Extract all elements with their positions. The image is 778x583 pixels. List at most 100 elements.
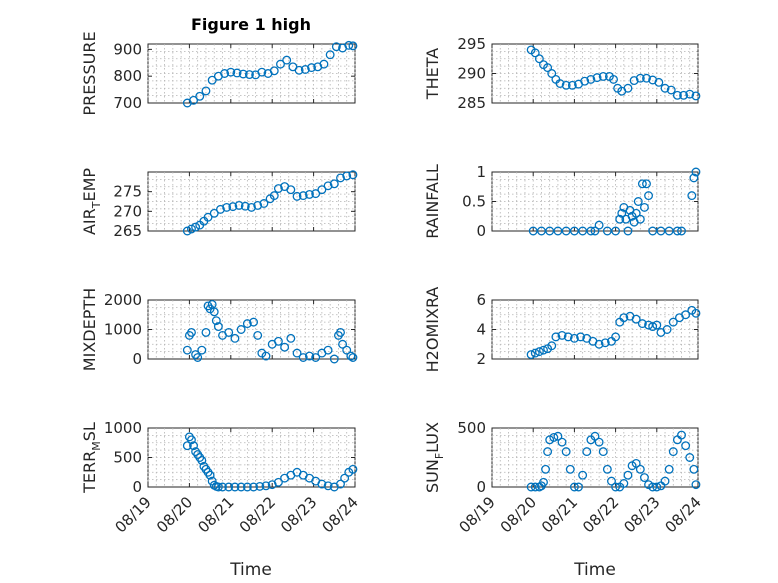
y-tick-label: 4 — [476, 321, 486, 339]
data-point — [298, 191, 308, 201]
y-tick-label: 295 — [457, 35, 486, 53]
data-point — [615, 214, 625, 224]
data-point — [635, 464, 645, 474]
data-point — [228, 202, 238, 212]
data-point — [652, 482, 662, 492]
data-point — [609, 74, 618, 84]
data-point — [232, 68, 242, 78]
data-point — [197, 345, 207, 355]
plot-area — [491, 171, 699, 232]
data-point — [338, 339, 348, 349]
y-tick-label: 1000 — [104, 321, 142, 339]
data-point — [226, 67, 236, 77]
data-point — [672, 90, 682, 100]
data-point — [547, 69, 557, 78]
data-point — [660, 83, 670, 93]
data-point — [201, 86, 211, 96]
y-axis-label-3: AIRTEMP — [80, 168, 103, 235]
data-point — [234, 200, 244, 210]
data-point — [681, 310, 691, 320]
data-point — [687, 191, 697, 201]
data-point — [213, 482, 223, 492]
data-point — [261, 351, 271, 361]
data-point — [253, 200, 263, 210]
data-point — [276, 59, 285, 69]
data-point — [197, 456, 207, 465]
x-axis-label-right: Time — [573, 560, 616, 580]
data-point — [319, 59, 329, 69]
data-point — [329, 354, 339, 364]
data-point — [218, 482, 227, 492]
data-point — [282, 55, 292, 65]
x-tick-label: 08/21 — [194, 493, 237, 536]
data-point — [259, 199, 269, 208]
data-point — [611, 482, 621, 492]
data-point — [534, 54, 544, 64]
data-point — [539, 477, 548, 487]
data-point — [576, 332, 586, 342]
x-tick-label: 08/20 — [153, 493, 196, 536]
y-tick-label: 2 — [476, 350, 486, 368]
x-tick-label: 08/24 — [319, 493, 362, 536]
data-point — [677, 430, 686, 440]
grid — [147, 428, 356, 487]
data-point — [631, 458, 641, 468]
data-point — [623, 83, 633, 93]
data-point — [654, 77, 664, 87]
data-point — [631, 208, 641, 218]
y-tick-label: 285 — [457, 94, 486, 112]
data-point — [594, 437, 604, 447]
data-point — [242, 482, 252, 492]
data-point — [547, 341, 557, 351]
x-tick-label: 08/23 — [277, 493, 320, 536]
data-point — [311, 353, 321, 362]
data-point — [677, 226, 686, 236]
data-point — [602, 464, 612, 474]
data-point — [611, 332, 621, 342]
plot-area — [147, 171, 356, 232]
data-point — [336, 173, 345, 183]
data-point — [598, 447, 608, 457]
plot-area — [147, 427, 356, 488]
data-point — [348, 464, 358, 474]
y-axis-label-1: PRESSURE — [80, 31, 99, 115]
data-point — [611, 226, 621, 236]
data-point — [236, 482, 246, 492]
y-axis-label-7: TERRMSL — [80, 422, 103, 494]
data-point — [526, 350, 536, 360]
y-tick-label: 0 — [476, 478, 486, 496]
data-point — [224, 328, 234, 337]
y-tick-label: 0.5 — [462, 193, 486, 211]
data-point — [236, 325, 246, 334]
data-point — [261, 481, 271, 491]
data-point — [187, 435, 196, 445]
subplot-4: 0 0.5 1 RAINFALL — [423, 163, 701, 240]
data-point — [580, 76, 590, 86]
data-point — [672, 226, 682, 236]
data-point — [691, 91, 701, 101]
data-point — [543, 447, 553, 457]
data-point — [662, 325, 672, 334]
data-point — [664, 464, 674, 474]
data-point — [213, 322, 223, 331]
data-point — [182, 441, 192, 451]
x-tick-label: 08/24 — [662, 493, 705, 536]
data-point — [639, 202, 649, 212]
y-tick-label: 270 — [113, 202, 142, 220]
x-tick-label: 08/20 — [497, 493, 540, 536]
data-point — [346, 351, 356, 361]
y-tick-label: 800 — [113, 67, 142, 85]
data-point — [201, 328, 211, 337]
y-tick-label: 900 — [113, 40, 142, 58]
data-point — [691, 308, 701, 318]
series-markers — [528, 167, 701, 236]
data-point — [623, 470, 633, 480]
data-point — [642, 73, 651, 83]
data-point — [685, 89, 695, 99]
data-point — [539, 345, 548, 355]
data-point — [644, 191, 654, 201]
data-point — [541, 464, 551, 474]
data-point — [342, 345, 352, 355]
